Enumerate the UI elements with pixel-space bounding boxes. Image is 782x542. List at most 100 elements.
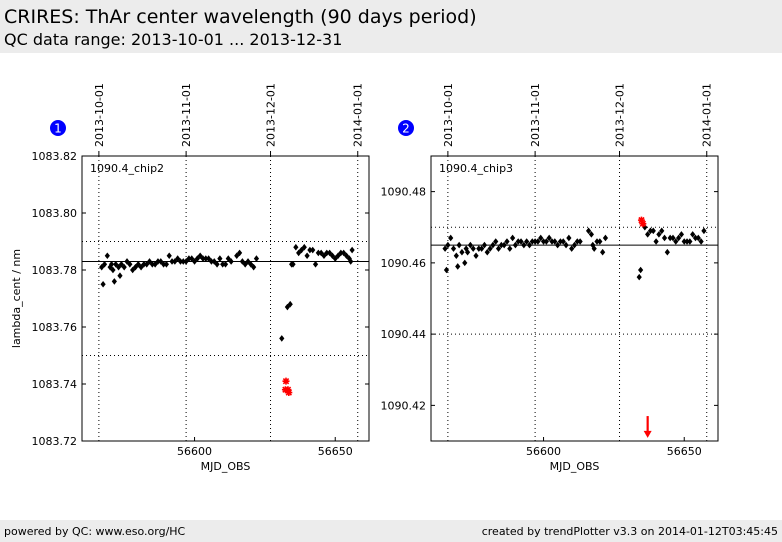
data-point xyxy=(251,263,257,271)
data-point xyxy=(200,255,206,262)
date-tick-label: 2013-12-01 xyxy=(265,83,278,147)
data-point xyxy=(602,234,609,242)
data-point xyxy=(222,261,229,268)
x-tick-label: 56600 xyxy=(526,445,561,458)
y-tick-label: 1090.48 xyxy=(381,186,427,199)
data-point xyxy=(645,231,651,238)
data-point xyxy=(104,252,110,260)
data-point xyxy=(144,261,150,268)
y-tick-label: 1090.42 xyxy=(381,399,427,412)
data-point xyxy=(549,238,555,245)
footer-created: created by trendPlotter v3.3 on 2014-01-… xyxy=(481,525,778,538)
data-point xyxy=(442,245,448,252)
x-tick-label: 56650 xyxy=(667,445,702,458)
y-tick-label: 1083.76 xyxy=(32,321,78,334)
x-tick-label: 56650 xyxy=(318,445,353,458)
data-point xyxy=(698,238,704,245)
panel-annotation: 1090.4_chip2 xyxy=(90,162,164,175)
plot-frame xyxy=(81,155,370,442)
panel-badge-label: 2 xyxy=(402,122,410,136)
chart-2: 2013-10-01 2013-11-01 2013-12-01 2014-01-01… xyxy=(381,83,719,473)
data-point xyxy=(236,249,243,257)
data-point xyxy=(121,263,127,271)
data-point xyxy=(443,266,450,274)
data-point xyxy=(493,238,499,245)
data-point xyxy=(509,234,516,242)
data-point xyxy=(540,238,547,245)
x-axis-label: MJD_OBS xyxy=(201,460,251,473)
data-point xyxy=(577,238,583,245)
data-point xyxy=(701,227,707,235)
outlier-point xyxy=(639,220,647,228)
data-point xyxy=(526,241,533,249)
date-tick-label: 2013-11-01 xyxy=(529,83,542,147)
data-point xyxy=(111,278,117,285)
data-point xyxy=(284,303,291,311)
data-point xyxy=(594,238,600,245)
data-point xyxy=(524,238,530,245)
data-point xyxy=(107,263,113,271)
data-point xyxy=(569,245,575,252)
data-point xyxy=(455,263,461,270)
data-point xyxy=(555,241,561,249)
data-point xyxy=(135,261,141,268)
data-point xyxy=(293,243,299,251)
data-point xyxy=(343,252,350,260)
data-point xyxy=(552,238,558,245)
data-point xyxy=(563,241,569,249)
data-point xyxy=(473,252,479,260)
y-tick-label: 1083.74 xyxy=(32,378,78,391)
data-point xyxy=(177,258,184,265)
data-point xyxy=(560,238,566,245)
data-point xyxy=(591,245,597,252)
data-point xyxy=(638,266,644,274)
outlier-point xyxy=(282,377,290,385)
data-point xyxy=(341,249,347,257)
data-point xyxy=(453,252,459,260)
data-point xyxy=(324,249,330,257)
data-point xyxy=(490,241,496,249)
data-point xyxy=(597,238,603,245)
data-point xyxy=(681,238,687,245)
data-point xyxy=(512,241,519,249)
data-point xyxy=(521,241,527,249)
panel-badge xyxy=(50,120,66,136)
data-point xyxy=(160,261,167,268)
data-point xyxy=(163,261,170,268)
data-point xyxy=(673,238,679,245)
data-point xyxy=(152,261,158,268)
data-point xyxy=(180,258,186,265)
data-point xyxy=(166,252,172,260)
data-point xyxy=(312,261,319,268)
panel-badge xyxy=(398,120,414,136)
chart-1: 2013-10-01 2013-11-01 2013-12-01 2014-01-01… xyxy=(10,83,370,473)
data-point xyxy=(301,243,307,251)
data-point xyxy=(346,255,352,262)
data-point xyxy=(676,234,682,242)
data-point xyxy=(101,261,108,268)
data-point xyxy=(220,261,226,268)
y-axis-label: lambda_cent / nm xyxy=(10,249,23,348)
data-point xyxy=(115,263,122,271)
y-tick-label: 1090.44 xyxy=(381,328,427,341)
data-point xyxy=(315,249,321,257)
date-tick-label: 2013-12-01 xyxy=(614,83,627,147)
data-point xyxy=(690,231,696,238)
footer-credit: powered by QC: www.eso.org/HC xyxy=(4,525,186,538)
y-tick-label: 1083.72 xyxy=(32,435,78,448)
plots-canvas: 2013-10-01 2013-11-01 2013-12-01 2014-01-01… xyxy=(10,83,719,473)
data-point xyxy=(186,255,192,262)
data-point xyxy=(234,252,240,260)
x-tick-label: 56600 xyxy=(177,445,212,458)
outlier-point xyxy=(284,386,292,394)
data-point xyxy=(535,238,541,245)
data-point xyxy=(467,241,473,249)
data-point xyxy=(647,227,654,235)
data-point xyxy=(501,241,507,249)
data-point xyxy=(141,261,147,268)
page-header: CRIRES: ThAr center wavelength (90 days … xyxy=(0,0,782,53)
y-tick-label: 1083.78 xyxy=(32,264,78,277)
data-point xyxy=(479,245,485,252)
data-point xyxy=(214,261,220,268)
data-point xyxy=(338,249,344,257)
